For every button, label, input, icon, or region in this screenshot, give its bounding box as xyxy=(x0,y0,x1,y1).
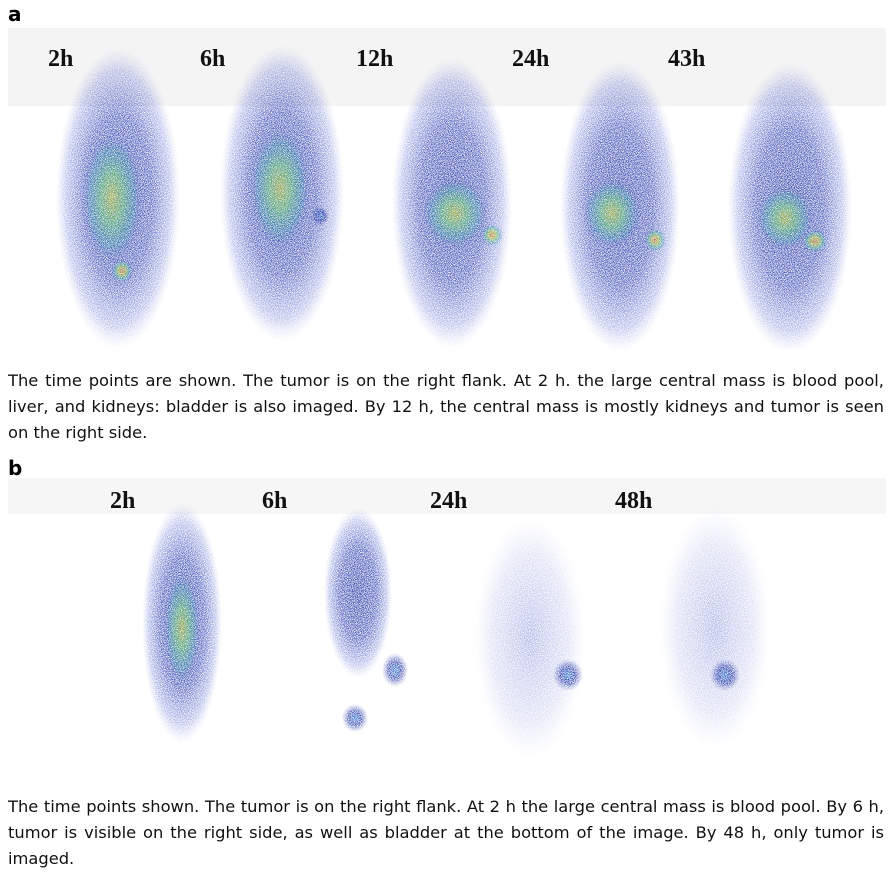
figure: a 2h 6h 12h 24h 43h The time points are … xyxy=(0,0,889,876)
scan-blob xyxy=(553,659,583,691)
scan-blob xyxy=(382,653,408,687)
scan-blob xyxy=(311,206,329,226)
caption: The time points are shown. The tumor is … xyxy=(8,368,884,446)
scan-blob xyxy=(164,573,200,683)
panel-label: a xyxy=(8,2,22,26)
panel-label: b xyxy=(8,456,22,480)
time-label: 6h xyxy=(200,46,225,72)
scan-blob xyxy=(324,508,392,678)
scan-images-a: 2h 6h 12h 24h 43h xyxy=(0,28,889,350)
scan-blob xyxy=(660,508,770,748)
time-label: 24h xyxy=(430,488,467,514)
scan-blob xyxy=(475,518,585,758)
caption: The time points shown. The tumor is on t… xyxy=(8,794,884,872)
time-label: 6h xyxy=(262,488,287,514)
scan-blob xyxy=(802,229,828,253)
scan-blob xyxy=(342,704,368,732)
scan-blob xyxy=(82,133,142,263)
time-label: 43h xyxy=(668,46,705,72)
scan-blob xyxy=(584,178,640,248)
time-label: 2h xyxy=(48,46,73,72)
scan-blob xyxy=(423,178,487,248)
time-label: 2h xyxy=(110,488,135,514)
scan-blob xyxy=(710,659,740,691)
scan-blob xyxy=(481,224,503,246)
scan-blob xyxy=(250,128,310,248)
scan-blob xyxy=(644,228,666,252)
scan-images-b: 2h 6h 24h 48h xyxy=(0,478,889,790)
time-label: 12h xyxy=(356,46,393,72)
time-label: 24h xyxy=(512,46,549,72)
time-label: 48h xyxy=(615,488,652,514)
scan-blob xyxy=(111,259,133,283)
